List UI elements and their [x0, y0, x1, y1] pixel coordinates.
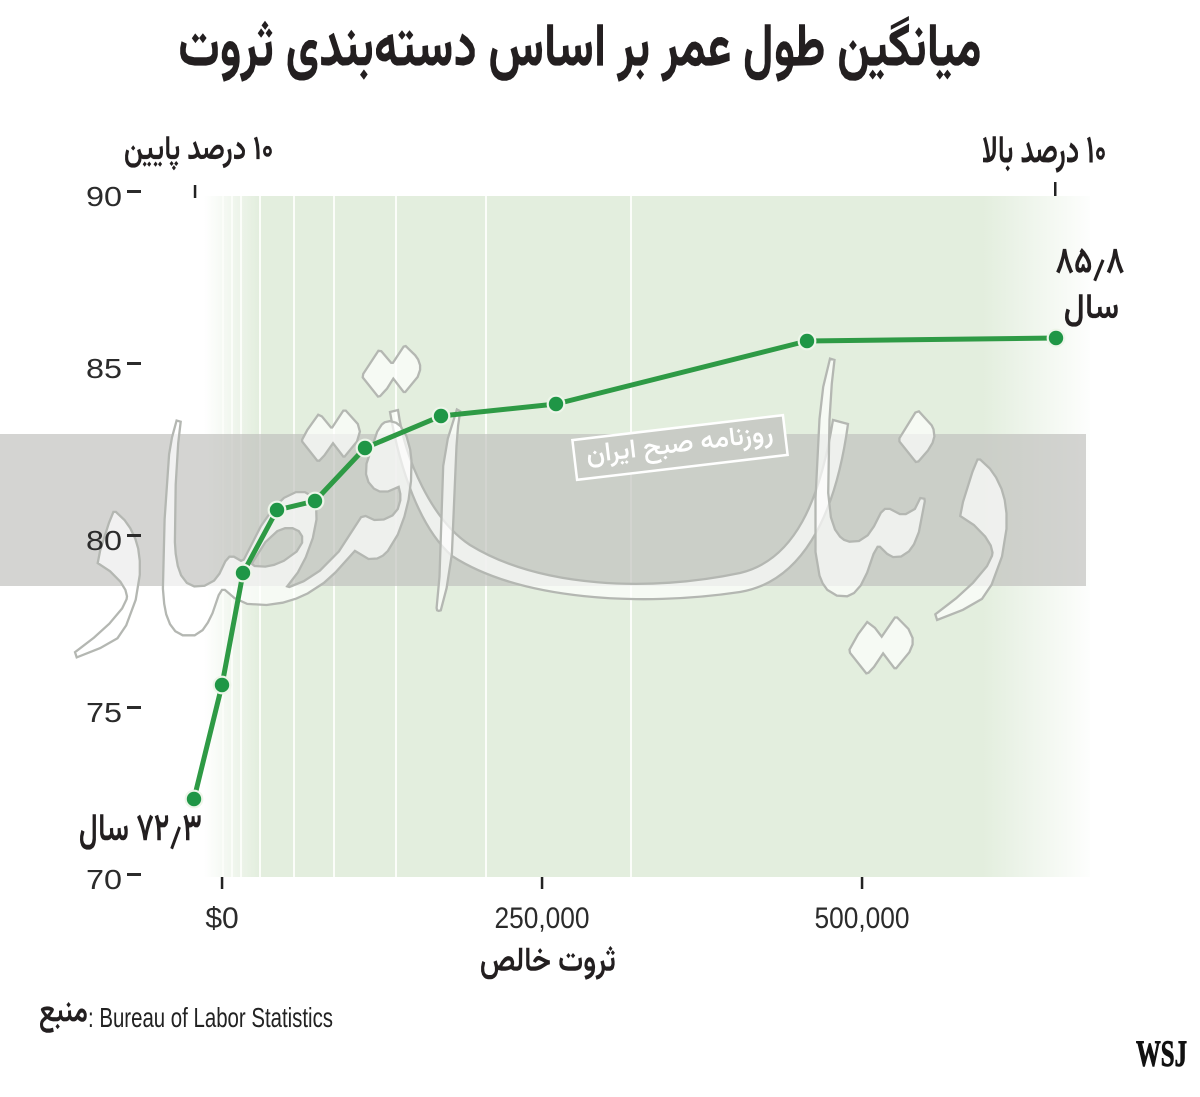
- svg-text:70: 70: [86, 864, 122, 895]
- svg-text:90: 90: [86, 181, 122, 212]
- svg-text:: Bureau of Labor Statistics: : Bureau of Labor Statistics: [88, 1002, 333, 1033]
- svg-text:80: 80: [86, 525, 122, 556]
- svg-text:$0: $0: [205, 902, 238, 935]
- svg-text:75: 75: [86, 697, 122, 728]
- svg-text:WSJ: WSJ: [1136, 1034, 1187, 1075]
- svg-text:250,000: 250,000: [495, 902, 590, 935]
- svg-text:85: 85: [86, 353, 122, 384]
- svg-text:500,000: 500,000: [815, 902, 910, 935]
